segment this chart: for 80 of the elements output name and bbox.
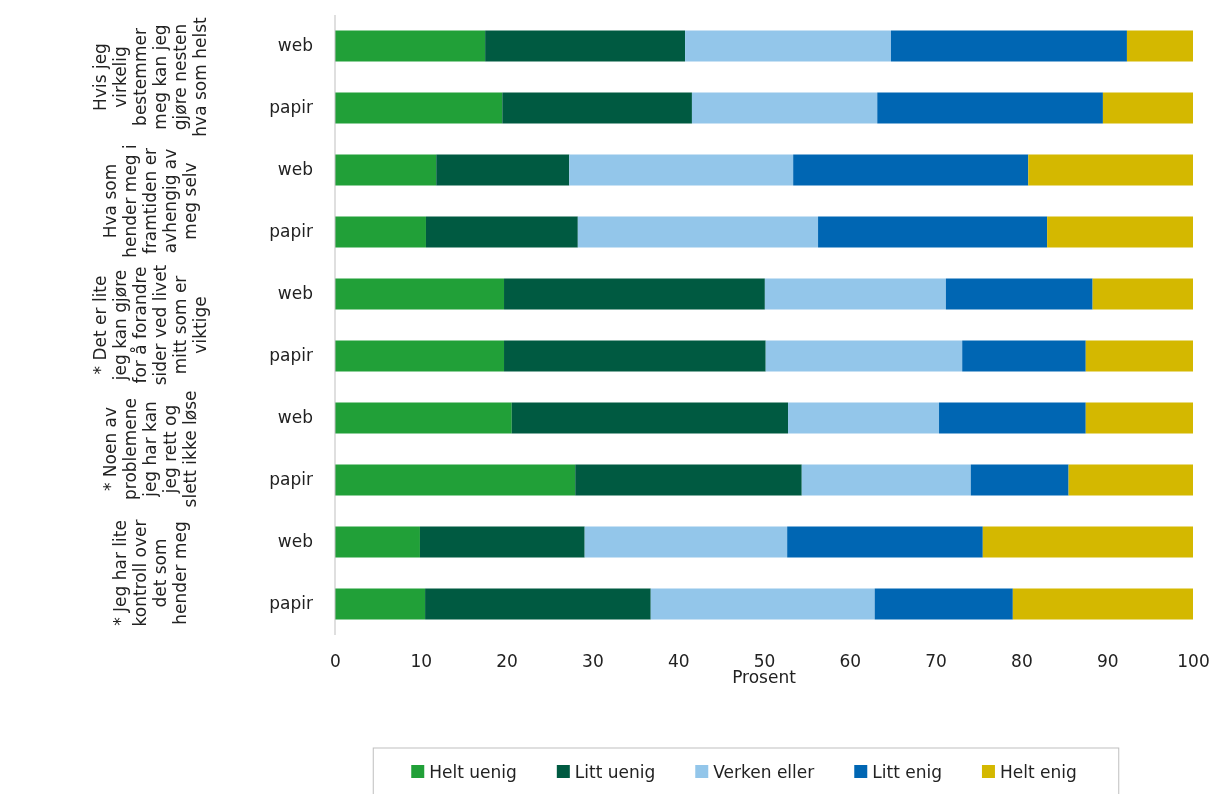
bar xyxy=(419,526,585,558)
bar xyxy=(425,216,578,248)
x-tick-label: 100 xyxy=(1177,651,1210,672)
bar xyxy=(436,154,570,186)
bar xyxy=(335,526,420,558)
x-tick-label: 20 xyxy=(496,651,518,672)
y-tick-label: papir xyxy=(269,97,313,118)
legend-label: Litt uenig xyxy=(574,762,656,782)
y-tick-label: web xyxy=(277,159,313,180)
bar xyxy=(1068,464,1193,496)
bar xyxy=(685,30,891,62)
bar xyxy=(569,154,794,186)
bar xyxy=(962,340,1086,372)
bar xyxy=(982,526,1193,558)
x-tick-label: 0 xyxy=(330,651,341,672)
legend-label: Helt uenig xyxy=(429,762,517,782)
bar xyxy=(801,464,971,496)
bar xyxy=(1012,588,1193,620)
x-tick-label: 10 xyxy=(410,651,433,672)
bar xyxy=(335,30,486,62)
bar xyxy=(793,154,1029,186)
text: * Det er lite jeg kan gjøre for å forandre sider ved livet mitt som er viktige xyxy=(90,264,210,386)
bar xyxy=(765,340,963,372)
y-tick-label: web xyxy=(277,35,313,56)
y-tick-label: web xyxy=(277,283,313,304)
bar xyxy=(584,526,788,558)
bar xyxy=(335,154,437,186)
y-tick-label: papir xyxy=(269,345,313,366)
text: * Noen av problemene jeg har kan jeg rett og slett ikke løse xyxy=(100,390,200,508)
bar xyxy=(877,92,1103,124)
y-tick-label: papir xyxy=(269,221,313,242)
bar xyxy=(335,464,576,496)
bar xyxy=(335,588,426,620)
bar xyxy=(1047,216,1193,248)
bar xyxy=(335,340,505,372)
x-tick-label: 90 xyxy=(1096,651,1119,672)
text: Hvis jeg virkelig bestemmer meg kan jeg gjøre nesten hva som helst xyxy=(90,16,210,137)
bar xyxy=(818,216,1048,248)
bar xyxy=(1126,30,1193,62)
bar xyxy=(650,588,875,620)
bar xyxy=(691,92,878,124)
bar xyxy=(425,588,651,620)
bar xyxy=(970,464,1069,496)
bar xyxy=(787,526,983,558)
bar xyxy=(335,278,505,310)
bar xyxy=(485,30,686,62)
bar xyxy=(511,402,789,434)
y-tick-label: papir xyxy=(269,593,313,614)
bar xyxy=(575,464,802,496)
legend-label: Helt enig xyxy=(999,762,1077,782)
x-tick-label: 70 xyxy=(925,651,947,672)
bar xyxy=(335,402,512,434)
text: * Jeg har lite kontroll over det som hender meg xyxy=(110,519,190,627)
bar xyxy=(335,92,503,124)
text: Hva som hender meg i framtiden er avhengig av meg selv xyxy=(100,144,200,258)
bar xyxy=(1085,402,1193,434)
legend-label: Verken eller xyxy=(713,762,815,782)
y-tick-label: web xyxy=(277,531,313,552)
bar xyxy=(1092,278,1193,310)
bar xyxy=(764,278,946,310)
x-tick-label: 80 xyxy=(1011,651,1033,672)
bar xyxy=(577,216,819,248)
x-tick-label: 40 xyxy=(667,651,690,672)
bar xyxy=(874,588,1013,620)
bar xyxy=(890,30,1127,62)
x-tick-label: 60 xyxy=(839,651,862,672)
x-tick-label: 30 xyxy=(582,651,604,672)
bar xyxy=(1028,154,1193,186)
bar xyxy=(1085,340,1193,372)
bar xyxy=(945,278,1093,310)
y-tick-label: web xyxy=(277,407,313,428)
legend-label: Litt enig xyxy=(872,762,942,782)
bar xyxy=(504,340,766,372)
bar xyxy=(788,402,940,434)
bar xyxy=(939,402,1086,434)
bar xyxy=(504,278,765,310)
bar xyxy=(502,92,692,124)
y-tick-label: papir xyxy=(269,469,313,490)
bar xyxy=(1102,92,1193,124)
bar xyxy=(335,216,426,248)
